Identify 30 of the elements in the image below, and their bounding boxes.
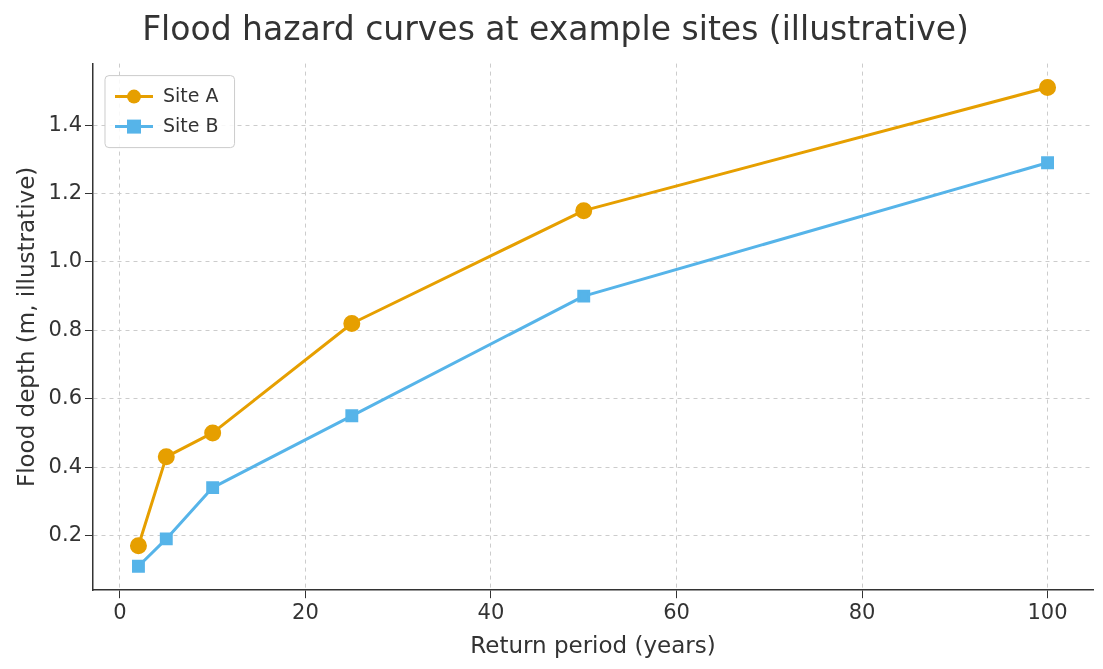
y-tick-label: 0.2: [48, 521, 82, 546]
x-tick-label: 80: [848, 600, 876, 625]
point: [159, 532, 173, 546]
point: [132, 559, 145, 573]
y-axis-title: Flood depth (m, illustrative): [12, 166, 39, 488]
y-tick-label: 1.0: [48, 248, 82, 273]
point: [157, 448, 175, 466]
chart-title: Flood hazard curves at example sites (illustrative): [142, 9, 969, 49]
point: [575, 202, 593, 220]
x-tick-label: 60: [663, 600, 690, 625]
legend-label: Site A: [163, 83, 219, 106]
legend-label: Site B: [163, 113, 219, 136]
y-tick-label: 0.4: [48, 453, 82, 478]
y-tick-label: 0.8: [48, 316, 82, 341]
x-tick-label: 20: [292, 600, 319, 625]
point: [1041, 156, 1054, 170]
point: [577, 289, 591, 303]
point: [345, 409, 359, 423]
x-tick-label: 0: [113, 600, 127, 625]
point: [204, 424, 222, 442]
point: [343, 314, 361, 332]
x-tick-label: 40: [477, 600, 505, 625]
point: [1039, 79, 1057, 97]
y-tick-label: 0.6: [48, 385, 82, 410]
x-tick-label: 100: [1027, 600, 1068, 625]
y-tick-label: 1.2: [48, 179, 82, 204]
x-axis-title: Return period (years): [470, 632, 716, 659]
point: [206, 481, 220, 495]
y-tick-label: 1.4: [48, 111, 82, 136]
point: [129, 537, 147, 555]
